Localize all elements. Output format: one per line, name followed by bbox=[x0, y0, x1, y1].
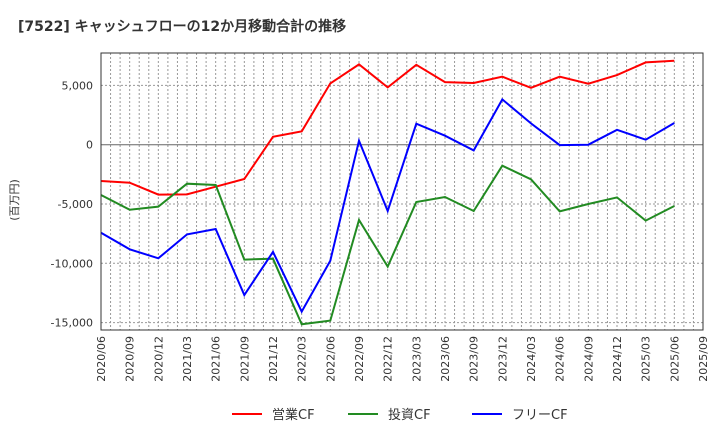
x-tick-label: 2025/09 bbox=[697, 336, 710, 382]
series-lines bbox=[100, 59, 675, 326]
grid bbox=[101, 53, 703, 330]
x-tick-label: 2021/03 bbox=[181, 336, 194, 382]
y-tick-label: -10,000 bbox=[51, 257, 93, 270]
x-tick-label: 2023/12 bbox=[496, 336, 509, 382]
x-tick-label: 2022/03 bbox=[296, 336, 309, 382]
y-tick-label: 0 bbox=[86, 139, 93, 152]
x-tick-label: 2024/09 bbox=[582, 336, 595, 382]
x-tick-label: 2021/09 bbox=[238, 336, 251, 382]
y-tick-label: -15,000 bbox=[51, 317, 93, 330]
y-axis-label: (百万円) bbox=[8, 179, 21, 221]
x-tick-label: 2020/09 bbox=[124, 336, 137, 382]
y-ticks: 5,000 0 -5,000 -10,000 -15,000 bbox=[51, 79, 93, 329]
x-tick-label: 2025/03 bbox=[640, 336, 653, 382]
legend-label: 投資CF bbox=[388, 407, 431, 423]
legend-label: フリーCF bbox=[512, 408, 568, 423]
x-tick-label: 2024/12 bbox=[611, 336, 624, 382]
x-tick-label: 2023/09 bbox=[468, 336, 481, 382]
x-tick-label: 2023/06 bbox=[439, 336, 452, 382]
x-tick-label: 2025/06 bbox=[668, 336, 681, 382]
legend: 営業CF 投資CF フリーCF bbox=[232, 407, 568, 423]
x-tick-label: 2024/06 bbox=[554, 336, 567, 382]
x-tick-label: 2022/06 bbox=[324, 336, 337, 382]
plot-frame bbox=[100, 52, 704, 331]
x-tick-label: 2020/06 bbox=[95, 336, 108, 382]
chart-title: [7522] キャッシュフローの12か月移動合計の推移 bbox=[18, 18, 346, 35]
x-tick-label: 2021/12 bbox=[267, 336, 280, 382]
x-tick-label: 2020/12 bbox=[152, 336, 165, 382]
x-tick-label: 2022/12 bbox=[382, 336, 395, 382]
x-tick-label: 2024/03 bbox=[525, 336, 538, 382]
legend-label: 営業CF bbox=[272, 407, 315, 423]
y-tick-label: -5,000 bbox=[58, 198, 93, 211]
x-tick-label: 2021/06 bbox=[210, 336, 223, 382]
y-tick-label: 5,000 bbox=[62, 79, 94, 92]
x-ticks: 2020/06 2020/09 2020/12 2021/03 2021/06 2021/… bbox=[95, 336, 710, 382]
x-tick-label: 2022/09 bbox=[353, 336, 366, 382]
x-tick-label: 2023/03 bbox=[410, 336, 423, 382]
